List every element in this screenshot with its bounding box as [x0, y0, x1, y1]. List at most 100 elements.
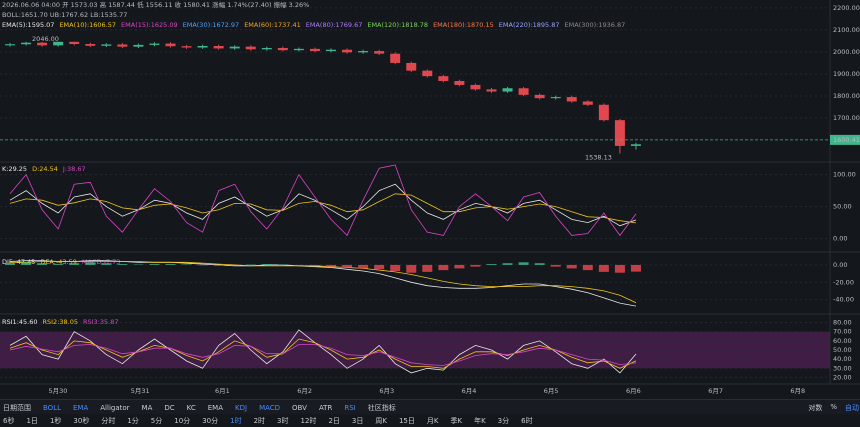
toolbar-button[interactable]: 1秒	[49, 416, 62, 425]
candle-body	[614, 120, 625, 146]
toolbar-button[interactable]: Alligator	[100, 403, 130, 412]
toolbar-button[interactable]: 10分	[174, 416, 191, 425]
candle-body	[133, 44, 144, 47]
toolbar-button[interactable]: %	[830, 402, 837, 411]
ema-item: EMA(60):1737.41	[244, 21, 301, 29]
indicator-line	[10, 261, 637, 304]
indicator-legend: K:29.25 D:24.54 J:38.67	[2, 165, 86, 173]
y-tick-label: 50.00	[833, 203, 852, 211]
toolbar-button[interactable]: 3分	[497, 416, 510, 425]
toolbar-button[interactable]: 3日	[351, 416, 364, 425]
macd-bar	[518, 262, 529, 265]
x-tick-label: 6月2	[297, 387, 312, 395]
macd-bar	[37, 263, 48, 265]
toolbar-button[interactable]: 周K	[375, 416, 387, 425]
macd-bar	[53, 264, 64, 265]
ema-item: EMA(220):1895.87	[499, 21, 560, 29]
candle-body	[101, 44, 112, 46]
toolbar-button[interactable]: OBV	[292, 403, 307, 412]
toolbar-button[interactable]: 6秒	[3, 416, 15, 425]
candle-body	[229, 46, 240, 49]
candle-body	[117, 44, 128, 47]
ema-item: EMA(120):1818.78	[367, 21, 428, 29]
toolbar-button[interactable]: 6时	[521, 416, 533, 425]
macd-bar	[326, 264, 336, 267]
indicator-legend: RSI1:45.60 RSI2:38.05 RSI3:35.87	[2, 318, 119, 326]
ema-item: EMA(80):1769.67	[306, 21, 363, 29]
x-tick-label: 6月7	[708, 387, 723, 395]
macd-bar	[566, 264, 577, 269]
macd-bar	[486, 264, 497, 265]
legend-item: DEA:-43.59	[40, 258, 77, 266]
toolbar-button[interactable]: 1日	[26, 416, 38, 425]
ema-item: EMA(300):1936.87	[565, 21, 626, 29]
x-tick-label: 6月4	[462, 387, 477, 395]
ema-item: EMA(30):1672.97	[183, 21, 240, 29]
indicator-line	[9, 193, 637, 224]
macd-bar	[342, 264, 353, 268]
candle-body	[245, 46, 256, 50]
candle-body	[37, 42, 48, 46]
toolbar-button[interactable]: 1分	[127, 416, 139, 425]
toolbar-button[interactable]: 15日	[398, 416, 415, 425]
toolbar-button[interactable]: EMA	[73, 403, 89, 412]
candle-body	[470, 84, 481, 90]
last-price-label: 1600.41	[833, 136, 860, 144]
toolbar-button[interactable]: 5分	[150, 416, 163, 425]
y-tick-label: 50.00	[833, 346, 852, 354]
macd-bar	[309, 264, 320, 266]
toolbar-button[interactable]: 社区指标	[367, 403, 396, 412]
y-tick-label: 1700.00	[833, 114, 860, 122]
y-tick-label: 1800.00	[833, 92, 860, 100]
toolbar-button[interactable]: 年K	[474, 416, 486, 425]
toolbar-button[interactable]: EMA	[207, 403, 224, 412]
toolbar-button[interactable]: RSI	[344, 403, 356, 412]
candle-body	[502, 88, 513, 92]
toolbar-button[interactable]: 分时	[101, 416, 116, 425]
toolbar-button[interactable]: 2时	[253, 416, 266, 425]
toolbar-button[interactable]: 对数	[808, 403, 823, 412]
candle-body	[309, 48, 320, 52]
x-tick-label: 6月1	[215, 387, 230, 395]
toolbar-button[interactable]: KDJ	[235, 403, 248, 412]
macd-bar	[582, 264, 593, 271]
candle-body	[53, 41, 64, 46]
candle-body	[69, 41, 80, 45]
toolbar-button[interactable]: 2日	[328, 416, 340, 425]
y-tick-label: 20.00	[833, 373, 852, 381]
toolbar-button[interactable]: 自动	[845, 403, 859, 412]
candle-body	[630, 144, 641, 146]
toolbar-button[interactable]: 30秒	[73, 416, 90, 425]
toolbar-button[interactable]: DC	[164, 403, 175, 412]
toolbar-button[interactable]: ATR	[318, 403, 333, 412]
x-tick-label: 6月5	[544, 387, 559, 395]
ema-legend: EMA(5):1595.07 EMA(10):1606.57 EMA(15):162…	[2, 21, 625, 29]
macd-bar	[117, 264, 128, 265]
candle-body	[261, 47, 272, 50]
macd-bar	[438, 264, 449, 271]
y-tick-label: -40.00	[833, 296, 854, 304]
toolbar-button[interactable]: KC	[186, 403, 196, 412]
toolbar-button[interactable]: 季K	[450, 416, 463, 425]
candle-body	[534, 94, 545, 99]
toolbar-button[interactable]: 日期范围	[3, 403, 31, 412]
candle-body	[5, 44, 15, 46]
macd-bar	[165, 264, 176, 265]
toolbar-button[interactable]: 12时	[300, 416, 317, 425]
toolbar-button[interactable]: 1时	[230, 416, 242, 425]
ema-item: EMA(5):1595.07	[2, 21, 54, 29]
ema-item: EMA(10):1606.57	[59, 21, 116, 29]
toolbar-button[interactable]: MACD	[259, 403, 281, 412]
toolbar-button[interactable]: 3时	[277, 416, 289, 425]
toolbar-button[interactable]: 月K	[426, 416, 439, 425]
macd-bar	[470, 264, 481, 267]
candle-body	[293, 48, 304, 51]
toolbar-button[interactable]: 30分	[202, 416, 219, 425]
y-tick-label: -20.00	[833, 278, 854, 286]
macd-bar	[5, 263, 15, 265]
candle-body	[21, 42, 32, 45]
toolbar-button[interactable]: BOLL	[43, 403, 61, 412]
toolbar-button[interactable]: MA	[141, 403, 153, 412]
y-tick-label: 0.00	[833, 261, 847, 269]
